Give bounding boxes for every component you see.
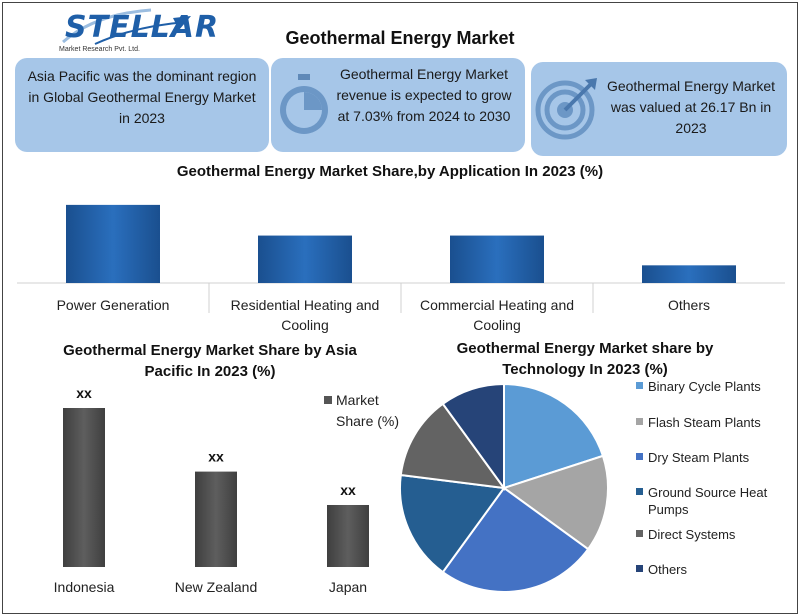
x-tick-label: Power Generation xyxy=(57,297,170,313)
stopwatch-icon xyxy=(280,74,328,134)
legend-line: Share (%) xyxy=(336,413,400,429)
legend-label: Ground Source Heat Pumps xyxy=(648,484,796,518)
logo-word: STELLAR xyxy=(65,10,220,45)
card-text: Geothermal Energy Market was valued at 2… xyxy=(606,78,776,136)
bar-2 xyxy=(450,235,544,283)
legend-line: Dry Steam Plants xyxy=(648,450,750,465)
title-line: Pacific In 2023 (%) xyxy=(144,363,276,380)
data-label: xx xyxy=(208,449,224,465)
asia-pacific-bar-chart: xx Indonesia xx New Zealand xx Japan xyxy=(54,385,369,595)
legend-label: Market Share (%) xyxy=(336,390,414,432)
info-card-valuation: Geothermal Energy Market was valued at 2… xyxy=(531,62,787,156)
technology-chart-title: Geothermal Energy Market share by Techno… xyxy=(420,338,750,380)
legend-swatch xyxy=(636,418,643,425)
legend-label: Binary Cycle Plants xyxy=(648,378,796,395)
bar-1 xyxy=(258,235,352,283)
legend-label: Flash Steam Plants xyxy=(648,414,796,431)
x-tick-label: New Zealand xyxy=(175,579,258,595)
pie-slice-1 xyxy=(501,454,609,551)
legend-line: Market xyxy=(336,392,379,408)
legend-swatch xyxy=(636,530,643,537)
x-tick-label: Cooling xyxy=(281,317,328,333)
pie-slice-4 xyxy=(399,402,507,490)
x-tick-label: Japan xyxy=(329,579,367,595)
legend-line: Direct Systems xyxy=(648,527,736,542)
page-title: Geothermal Energy Market xyxy=(285,28,515,48)
x-tick-label: Indonesia xyxy=(54,579,115,595)
data-label: xx xyxy=(340,482,356,498)
bar-0 xyxy=(63,408,105,567)
asia-pacific-chart-title: Geothermal Energy Market Share by Asia P… xyxy=(30,340,390,382)
legend-line: Pumps xyxy=(648,502,689,517)
legend-label: Direct Systems xyxy=(648,526,796,543)
legend-swatch xyxy=(636,382,643,389)
legend-swatch xyxy=(636,453,643,460)
pie-slice-5 xyxy=(441,382,505,492)
legend-line: Ground Source Heat xyxy=(648,485,768,500)
application-bar-chart: Power Generation Residential Heating and C… xyxy=(17,204,785,333)
title-line: Geothermal Energy Market share by xyxy=(456,340,714,357)
legend-label: Others xyxy=(648,561,796,578)
info-card-dominant-region: Asia Pacific was the dominant region in … xyxy=(15,58,269,152)
legend-swatch xyxy=(636,565,643,572)
legend-line: Flash Steam Plants xyxy=(648,415,761,430)
title-line: Technology In 2023 (%) xyxy=(502,361,668,378)
target-icon xyxy=(535,78,597,140)
bar-0 xyxy=(66,204,160,283)
info-card-growth: Geothermal Energy Market revenue is expe… xyxy=(271,58,525,152)
application-chart-title: Geothermal Energy Market Share,by Applic… xyxy=(176,163,604,180)
x-tick-label: Commercial Heating and xyxy=(420,297,574,313)
card-text: Asia Pacific was the dominant region in … xyxy=(27,68,257,126)
bar-3 xyxy=(642,265,736,283)
x-tick-label: Cooling xyxy=(473,317,520,333)
title-line: Geothermal Energy Market Share by Asia xyxy=(63,342,357,359)
legend-line: Others xyxy=(648,562,688,577)
card-text: Geothermal Energy Market revenue is expe… xyxy=(336,66,512,124)
x-tick-label: Residential Heating and xyxy=(231,297,380,313)
pie-slice-0 xyxy=(503,382,605,490)
legend-label: Dry Steam Plants xyxy=(648,449,796,466)
pie-slice-2 xyxy=(441,486,590,593)
pie-slice-3 xyxy=(399,473,506,574)
logo-swoosh-icon xyxy=(62,8,191,45)
data-label: xx xyxy=(76,385,92,401)
logo-subtitle: Market Research Pvt. Ltd. xyxy=(59,46,140,53)
stellar-logo: STELLAR Market Research Pvt. Ltd. xyxy=(55,6,218,56)
legend-swatch xyxy=(324,396,332,404)
legend-swatch xyxy=(636,488,643,495)
legend-line: Binary Cycle Plants xyxy=(648,379,761,394)
bar-2 xyxy=(327,504,369,567)
bar-1 xyxy=(195,471,237,567)
x-tick-label: Others xyxy=(668,297,710,313)
technology-pie-chart xyxy=(399,382,609,593)
